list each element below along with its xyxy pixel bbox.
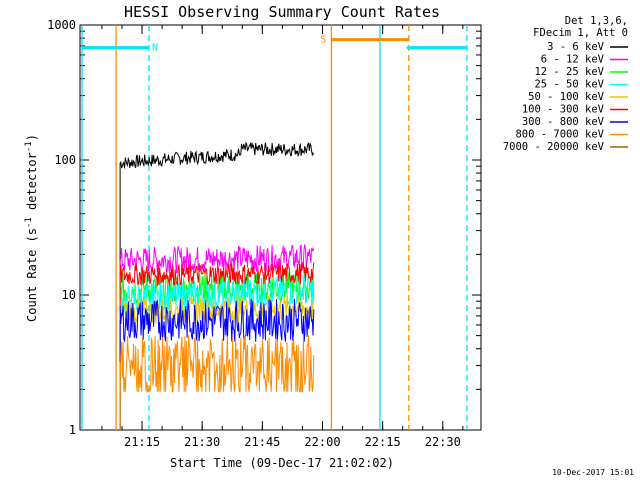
series-line: [119, 262, 315, 287]
svg-text:Count Rate (s-1 detector-1): Count Rate (s-1 detector-1): [24, 134, 39, 322]
x-tick-label: 22:00: [304, 435, 340, 449]
y-tick-label: 1: [69, 423, 76, 437]
x-tick-label: 22:30: [425, 435, 461, 449]
series-line: [119, 334, 315, 393]
series-line: [119, 298, 315, 342]
x-tick-label: 21:15: [124, 435, 160, 449]
legend-entry: 6 - 12 keV: [541, 54, 605, 66]
legend-entry: 300 - 800 keV: [522, 116, 605, 128]
legend-entry: 800 - 7000 keV: [515, 129, 604, 141]
x-axis-label: Start Time (09-Dec-17 21:02:02): [170, 456, 394, 470]
legend-entry: 3 - 6 keV: [547, 41, 605, 53]
y-axis-label-sup2: -1: [24, 141, 34, 152]
y-axis-label-main: Count Rate (s: [25, 228, 39, 322]
legend-entry: 25 - 50 keV: [534, 79, 604, 91]
flag-label: S: [320, 35, 326, 46]
footer-timestamp: 10-Dec-2017 15:01: [552, 468, 634, 477]
legend-entry: 7000 - 20000 keV: [503, 141, 605, 153]
legend-entry: 50 - 100 keV: [528, 91, 605, 103]
y-tick-label: 1000: [47, 18, 76, 32]
chart-title: HESSI Observing Summary Count Rates: [124, 3, 440, 21]
y-axis-label: Count Rate (s-1 detector-1): [24, 134, 39, 322]
plot-area: 1 10 100 1000 21:15 21:30 21:45 22:00 22:15 22:30…: [47, 18, 482, 449]
legend-entry: 12 - 25 keV: [534, 66, 604, 78]
x-tick-label: 21:45: [244, 435, 280, 449]
plot-frame: [79, 24, 482, 431]
series-line: [119, 141, 315, 169]
x-tick-label: 22:15: [365, 435, 401, 449]
series-line: [119, 294, 315, 325]
legend-header: FDecim 1, Att 0: [533, 27, 628, 39]
y-axis-label-end: ): [25, 134, 39, 141]
y-axis-label-sup1: -1: [24, 217, 34, 228]
flag-label: N: [152, 43, 158, 54]
x-tick-label: 21:30: [184, 435, 220, 449]
legend-entry: 100 - 300 keV: [522, 104, 605, 116]
y-axis-label-mid: detector: [25, 152, 39, 217]
y-tick-label: 10: [62, 288, 76, 302]
legend-header: Det 1,3,6,: [565, 15, 628, 27]
y-tick-label: 100: [54, 153, 76, 167]
